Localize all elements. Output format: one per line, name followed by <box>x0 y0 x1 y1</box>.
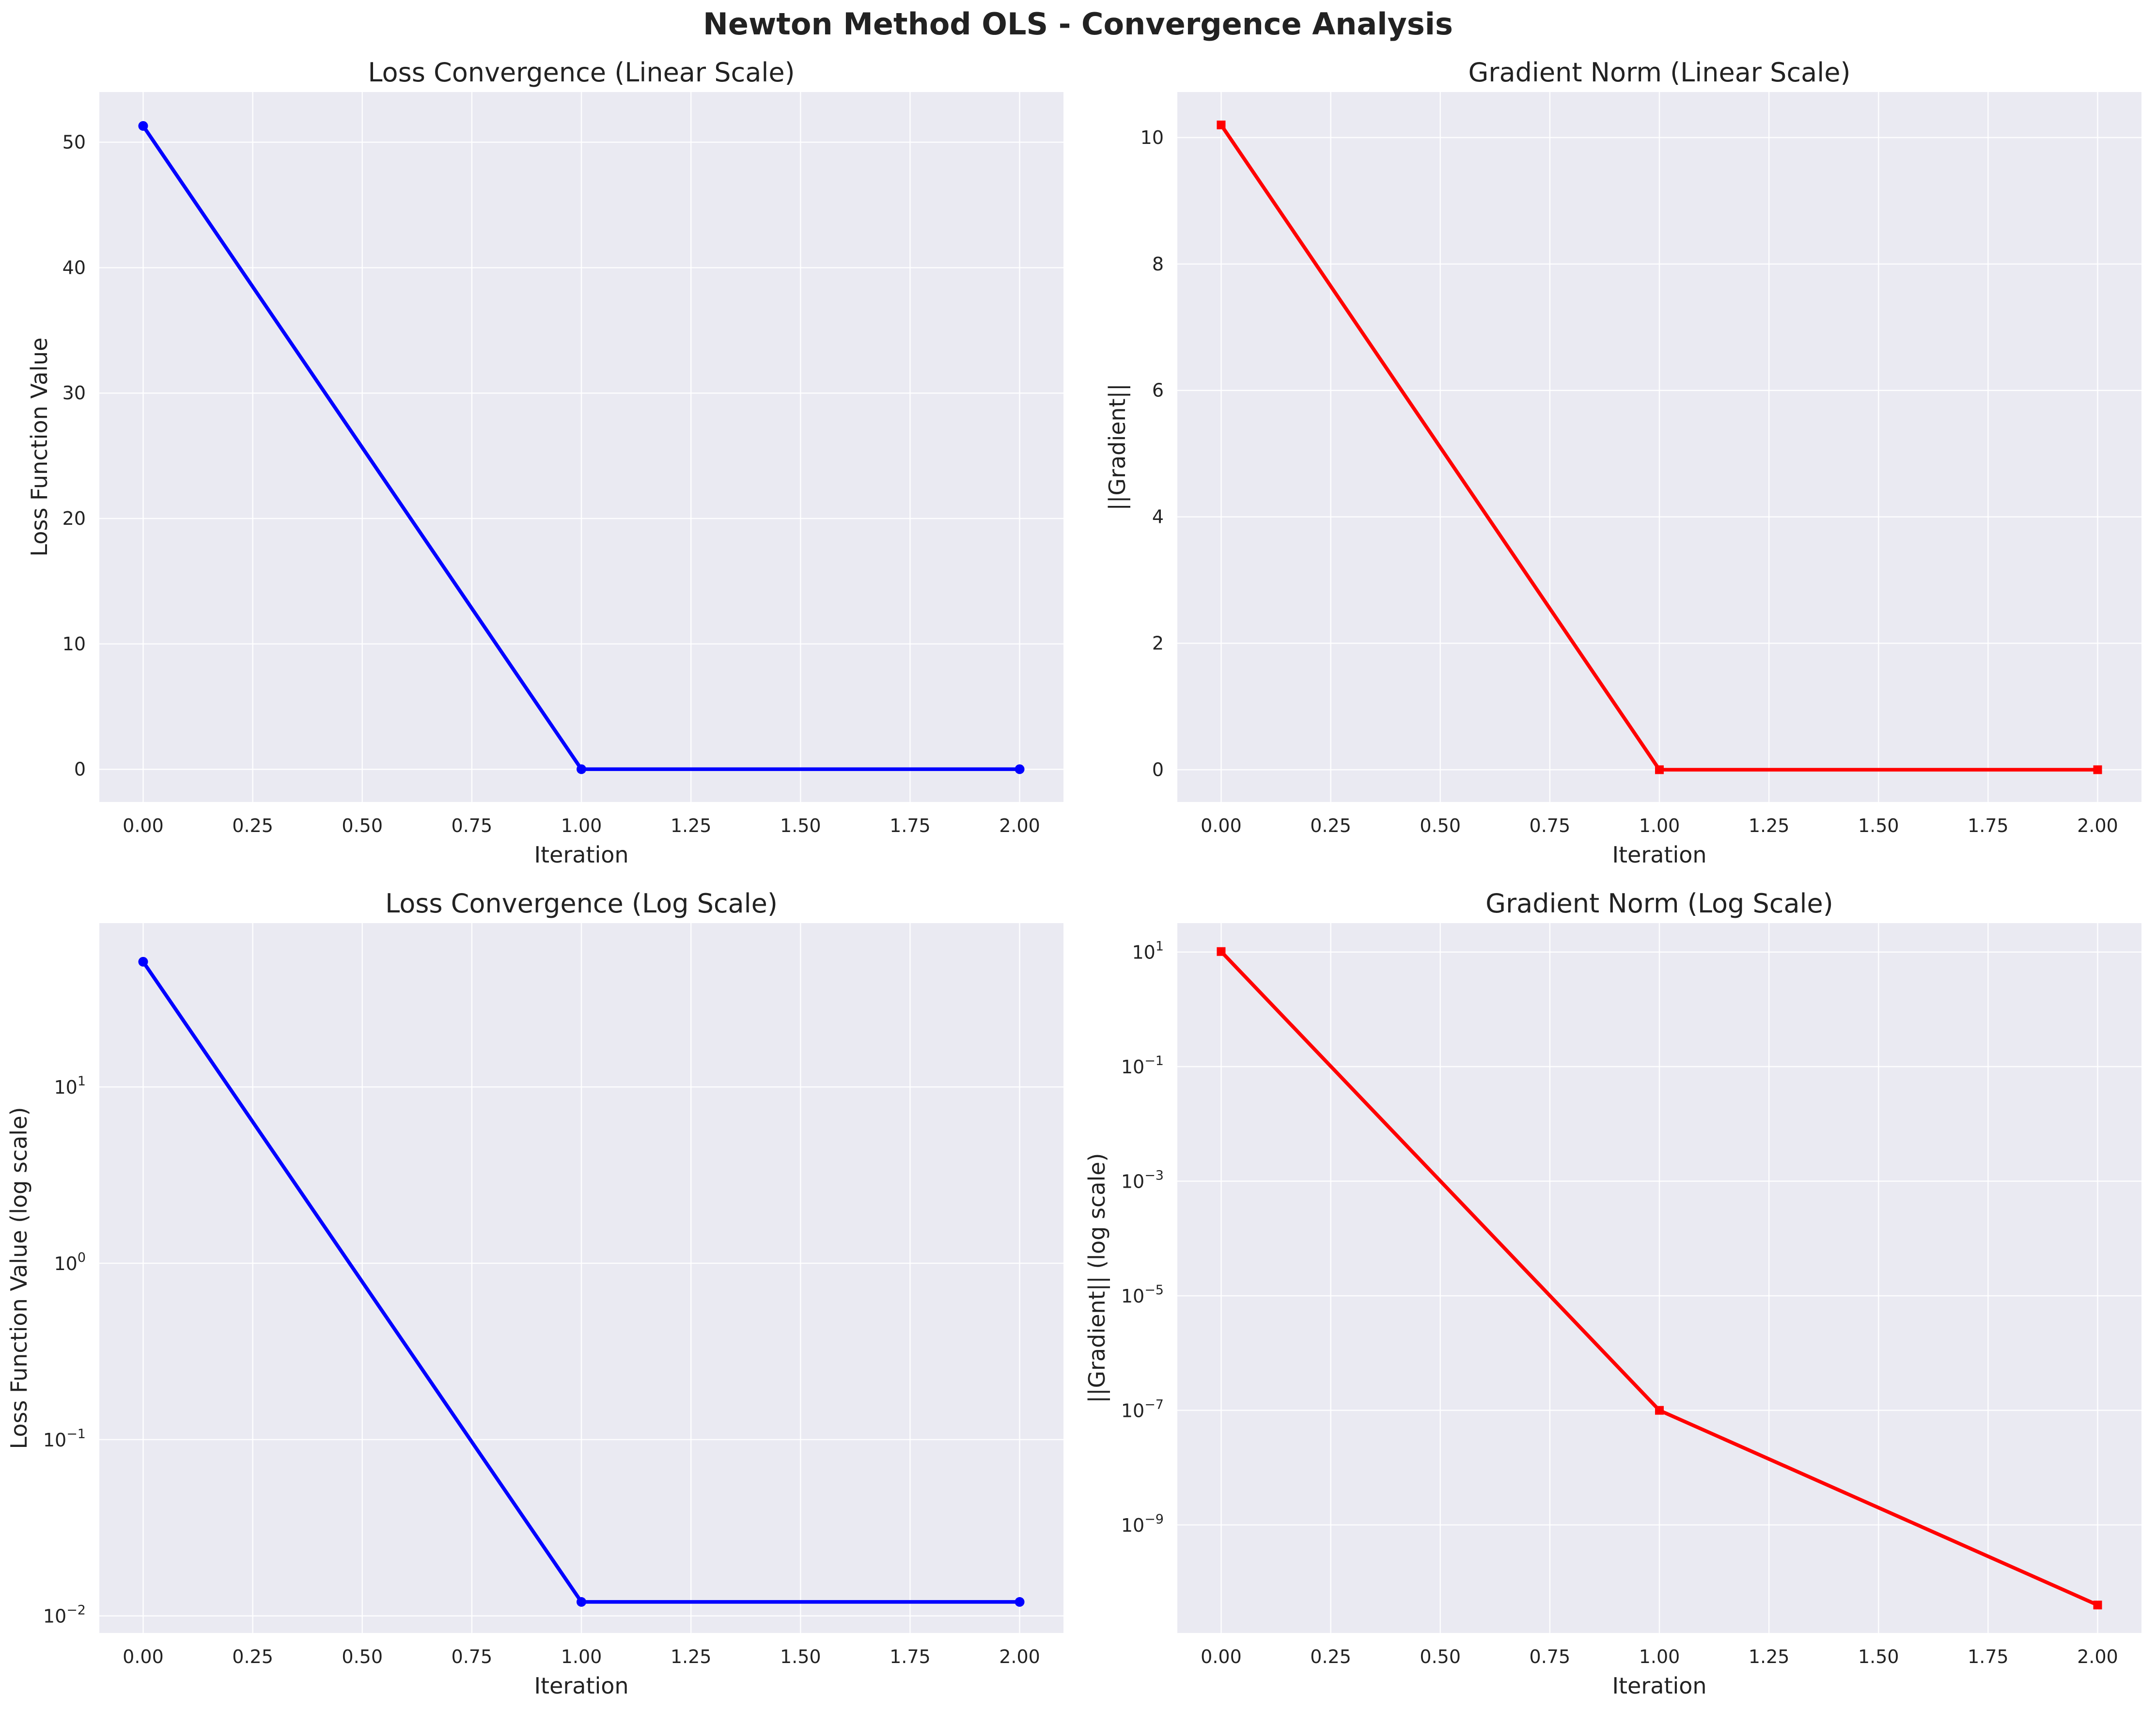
x-tick-label: 1.00 <box>1639 815 1680 836</box>
y-axis-label: Loss Function Value (log scale) <box>6 1107 32 1449</box>
y-tick-label: 10−7 <box>1121 1397 1164 1422</box>
x-tick-label: 0.50 <box>1420 815 1461 836</box>
y-tick-label: 40 <box>62 257 86 278</box>
y-tick-label: 20 <box>62 508 86 529</box>
x-tick-label: 0.25 <box>232 815 273 836</box>
y-tick-label: 8 <box>1152 253 1164 275</box>
x-tick-label: 2.00 <box>2077 815 2118 836</box>
y-tick-label: 4 <box>1152 506 1164 528</box>
x-tick-label: 0.25 <box>1310 815 1351 836</box>
x-axis-label: Iteration <box>1612 842 1706 868</box>
x-tick-label: 2.00 <box>999 815 1040 836</box>
x-tick-label: 1.00 <box>561 1646 602 1667</box>
x-tick-label: 0.00 <box>123 1646 164 1667</box>
x-tick-label: 0.25 <box>1310 1646 1351 1667</box>
x-tick-label: 0.50 <box>342 1646 383 1667</box>
x-tick-label: 0.75 <box>1530 1646 1571 1667</box>
subplot-title: Gradient Norm (Linear Scale) <box>1468 57 1850 88</box>
x-tick-label: 0.75 <box>1530 815 1571 836</box>
y-tick-label: 0 <box>74 759 86 780</box>
x-tick-label: 0.25 <box>232 1646 273 1667</box>
data-point <box>577 764 586 774</box>
x-tick-label: 0.00 <box>1201 1646 1242 1667</box>
x-tick-label: 2.00 <box>999 1646 1040 1667</box>
subplot-title: Loss Convergence (Log Scale) <box>385 888 778 919</box>
y-tick-label: 10−5 <box>1121 1283 1164 1307</box>
y-axis-label: ||Gradient|| (log scale) <box>1084 1153 1110 1403</box>
y-tick-label: 0 <box>1152 759 1164 780</box>
y-tick-label: 101 <box>54 1074 86 1098</box>
y-tick-label: 100 <box>54 1250 86 1274</box>
y-tick-label: 10−3 <box>1121 1168 1164 1193</box>
x-tick-label: 1.75 <box>890 1646 931 1667</box>
x-tick-label: 1.25 <box>1749 1646 1790 1667</box>
data-point <box>1015 1597 1025 1607</box>
figure-title: Newton Method OLS - Convergence Analysis <box>703 6 1453 42</box>
y-tick-label: 10−9 <box>1121 1512 1164 1536</box>
data-point <box>2093 1601 2102 1610</box>
y-tick-label: 50 <box>62 132 86 153</box>
subplot-grad-linear: Gradient Norm (Linear Scale) 0.00 0.25 0.50… <box>1104 57 2141 868</box>
x-tick-label: 1.25 <box>671 815 712 836</box>
subplot-title: Loss Convergence (Linear Scale) <box>368 57 795 88</box>
x-tick-label: 1.50 <box>1858 1646 1899 1667</box>
x-tick-label: 0.75 <box>452 815 493 836</box>
y-tick-label: 10−2 <box>43 1603 86 1627</box>
subplot-loss-log: Loss Convergence (Log Scale) 0.00 0.25 0.50… <box>6 888 1063 1699</box>
subplot-grad-log: Gradient Norm (Log Scale) 0.00 0.25 0.50 0.7… <box>1084 888 2141 1699</box>
subplot-loss-linear: Loss Convergence (Linear Scale) 0.00 0.25 0… <box>26 57 1063 868</box>
y-tick-label: 6 <box>1152 380 1164 401</box>
x-tick-label: 1.75 <box>1968 1646 2009 1667</box>
x-tick-label: 2.00 <box>2077 1646 2118 1667</box>
data-point <box>1217 947 1226 956</box>
data-point <box>1655 1406 1664 1415</box>
x-tick-label: 0.75 <box>452 1646 493 1667</box>
subplot-title: Gradient Norm (Log Scale) <box>1485 888 1833 919</box>
data-point <box>138 957 148 967</box>
x-axis-label: Iteration <box>1612 1673 1706 1699</box>
y-axis-label: ||Gradient|| <box>1104 383 1131 510</box>
y-tick-label: 10−1 <box>1121 1053 1164 1078</box>
x-tick-label: 1.50 <box>780 815 821 836</box>
y-tick-label: 101 <box>1132 939 1164 963</box>
x-tick-label: 1.50 <box>780 1646 821 1667</box>
y-tick-label: 2 <box>1152 633 1164 654</box>
x-tick-label: 1.75 <box>890 815 931 836</box>
x-tick-label: 1.00 <box>1639 1646 1680 1667</box>
x-tick-label: 0.00 <box>123 815 164 836</box>
x-axis-label: Iteration <box>534 1673 628 1699</box>
y-tick-label: 10 <box>1140 127 1164 148</box>
x-axis-label: Iteration <box>534 842 628 868</box>
data-point <box>1217 120 1226 129</box>
x-tick-label: 1.00 <box>561 815 602 836</box>
y-tick-label: 10 <box>62 633 86 655</box>
data-point <box>138 121 148 131</box>
x-tick-label: 0.50 <box>342 815 383 836</box>
data-point <box>1015 764 1025 774</box>
x-tick-label: 1.50 <box>1858 815 1899 836</box>
x-tick-label: 0.00 <box>1201 815 1242 836</box>
y-tick-label: 10−1 <box>43 1427 86 1451</box>
y-tick-label: 30 <box>62 382 86 404</box>
y-axis-label: Loss Function Value <box>26 337 52 556</box>
x-tick-label: 0.50 <box>1420 1646 1461 1667</box>
data-point <box>577 1597 586 1607</box>
data-point <box>2093 765 2102 774</box>
x-tick-label: 1.75 <box>1968 815 2009 836</box>
data-point <box>1655 765 1664 774</box>
x-tick-label: 1.25 <box>1749 815 1790 836</box>
x-tick-label: 1.25 <box>671 1646 712 1667</box>
